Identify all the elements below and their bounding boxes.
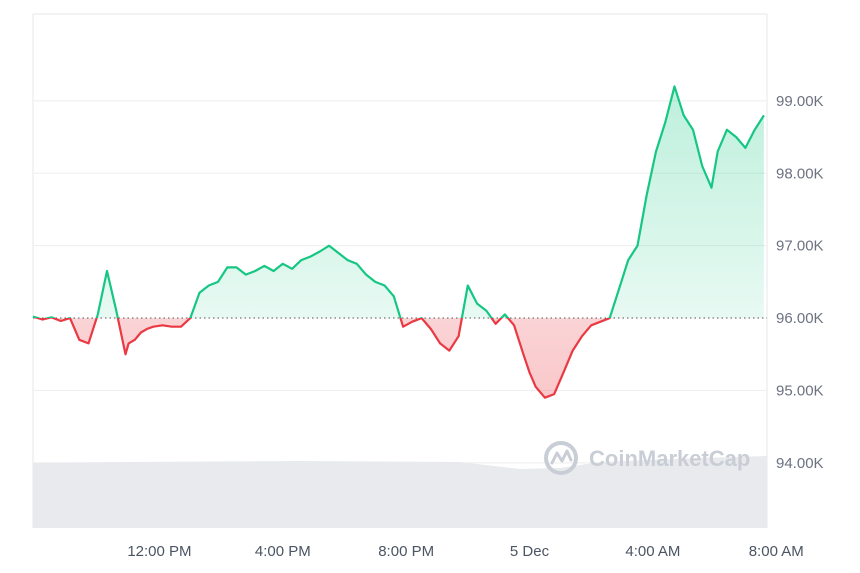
y-tick-label: 95.00K bbox=[776, 382, 824, 399]
volume-bars bbox=[33, 456, 767, 528]
x-tick-label: 4:00 AM bbox=[625, 543, 680, 560]
y-tick-label: 96.00K bbox=[776, 310, 824, 327]
y-tick-label: 97.00K bbox=[776, 238, 824, 255]
watermark-logo: CoinMarketCap bbox=[544, 441, 750, 475]
price-line-down bbox=[33, 318, 611, 399]
price-line-up bbox=[32, 85, 765, 319]
x-tick-label: 12:00 PM bbox=[127, 543, 191, 560]
x-tick-label: 4:00 PM bbox=[255, 543, 311, 560]
area-fill-above-baseline bbox=[33, 86, 764, 319]
price-line bbox=[32, 85, 765, 399]
y-tick-label: 98.00K bbox=[776, 165, 824, 182]
volume-area bbox=[33, 456, 767, 528]
y-tick-label: 99.00K bbox=[776, 93, 824, 110]
x-tick-label: 8:00 AM bbox=[749, 543, 804, 560]
logo-wave-icon bbox=[550, 449, 573, 465]
x-tick-label: 8:00 PM bbox=[378, 543, 434, 560]
coinmarketcap-logo-icon bbox=[544, 441, 578, 475]
x-axis-ticks: 12:00 PM 4:00 PM 8:00 PM 5 Dec 4:00 AM 8:00 A… bbox=[127, 543, 803, 560]
watermark-text: CoinMarketCap bbox=[589, 446, 750, 471]
x-tick-label: 5 Dec bbox=[510, 543, 550, 560]
y-tick-label: 94.00K bbox=[776, 455, 824, 472]
price-area-fills bbox=[33, 86, 764, 398]
y-axis-ticks: 99.00K 98.00K 97.00K 96.00K 95.00K 94.00K bbox=[776, 93, 824, 472]
